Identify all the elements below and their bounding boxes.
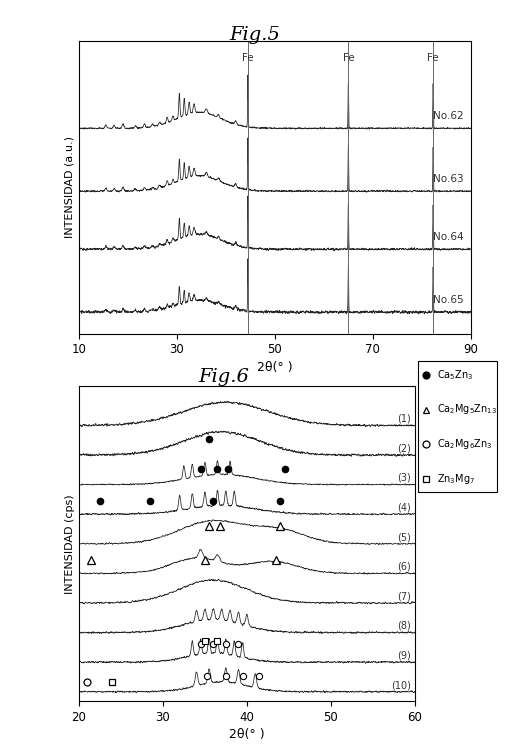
Text: No.62: No.62 [433, 111, 464, 121]
Text: Fig.6: Fig.6 [199, 368, 249, 386]
X-axis label: 2θ(° ): 2θ(° ) [229, 728, 265, 741]
Text: (9): (9) [397, 650, 411, 661]
Text: (1): (1) [397, 414, 411, 424]
Text: (8): (8) [397, 621, 411, 631]
Text: Fe: Fe [343, 53, 354, 63]
Text: Ca$_5$Zn$_3$: Ca$_5$Zn$_3$ [437, 368, 473, 382]
Text: Zn$_3$Mg$_7$: Zn$_3$Mg$_7$ [437, 472, 475, 485]
Text: (4): (4) [397, 503, 411, 512]
Text: Fig.5: Fig.5 [229, 26, 280, 44]
Y-axis label: INTENSIDAD (a.u.): INTENSIDAD (a.u.) [65, 136, 75, 238]
Text: Fe: Fe [242, 53, 253, 63]
Y-axis label: INTENSIDAD (cps): INTENSIDAD (cps) [65, 494, 75, 593]
Text: (3): (3) [397, 473, 411, 483]
Text: Ca$_2$Mg$_6$Zn$_3$: Ca$_2$Mg$_6$Zn$_3$ [437, 437, 492, 451]
Text: No.65: No.65 [433, 295, 464, 304]
Text: (7): (7) [397, 591, 411, 602]
Text: (10): (10) [391, 680, 411, 690]
X-axis label: 2θ(° ): 2θ(° ) [257, 361, 293, 374]
Text: Fe: Fe [427, 53, 439, 63]
Text: No.64: No.64 [433, 232, 464, 242]
Text: (5): (5) [397, 532, 411, 542]
Text: (2): (2) [397, 443, 411, 454]
Text: No.63: No.63 [433, 174, 464, 184]
Text: Ca$_2$Mg$_5$Zn$_{13}$: Ca$_2$Mg$_5$Zn$_{13}$ [437, 403, 497, 416]
Text: (6): (6) [397, 562, 411, 572]
